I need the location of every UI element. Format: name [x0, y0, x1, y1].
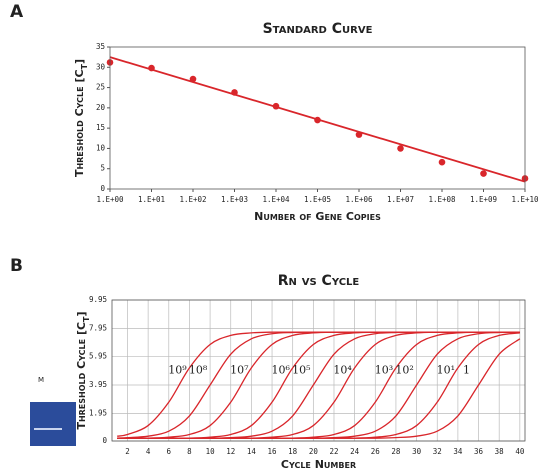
x-axis-label: Number of Gene Copies — [254, 210, 381, 223]
x-tick-label: 1.E+05 — [304, 195, 331, 204]
curve-label: 10⁸ — [189, 364, 208, 377]
x-tick-label: 34 — [453, 447, 463, 456]
x-axis-label: Cycle Number — [281, 458, 356, 471]
data-point — [148, 65, 155, 72]
data-point — [273, 103, 280, 110]
curve-label: 10¹ — [437, 364, 455, 377]
x-tick-label: 12 — [226, 447, 235, 456]
y-axis-label: Threshold Cycle [CT] — [73, 59, 89, 177]
x-tick-label: 22 — [329, 447, 338, 456]
chart-title: Standard Curve — [263, 21, 373, 37]
y-tick-label: 20 — [96, 103, 106, 112]
figure: A B M Standard Curve Number of Gene Copie… — [0, 0, 544, 472]
corner-text: M — [38, 376, 44, 384]
x-tick-label: 1.E+03 — [221, 195, 248, 204]
y-tick-label: 0 — [102, 436, 107, 445]
y-tick-label: 30 — [96, 62, 106, 71]
data-point — [190, 76, 197, 83]
panel-letter: A — [10, 2, 24, 22]
x-tick-label: 1.E+02 — [179, 195, 206, 204]
y-tick-label: 5.95 — [89, 352, 107, 361]
x-tick-label: 1.E+10 — [511, 195, 539, 204]
x-tick-label: 30 — [412, 447, 422, 456]
y-tick-label: 1.95 — [89, 408, 107, 417]
data-point — [314, 117, 321, 124]
curve-label: 10⁴ — [333, 364, 352, 377]
panel-letter: B — [10, 256, 23, 276]
x-tick-label: 8 — [187, 447, 192, 456]
data-point — [439, 159, 446, 166]
data-point — [397, 145, 404, 152]
x-tick-label: 1.E+00 — [96, 195, 124, 204]
y-axis-label-part: Threshold Cycle [C — [73, 69, 86, 177]
x-tick-label: 1.E+08 — [428, 195, 456, 204]
x-tick-label: 1.E+04 — [262, 195, 290, 204]
curve-label: 10³ — [375, 364, 393, 377]
chart-title: Rn vs Cycle — [278, 273, 360, 289]
curve-label: 10² — [395, 364, 413, 377]
x-tick-label: 40 — [515, 447, 525, 456]
y-tick-label: 15 — [96, 123, 105, 132]
x-tick-label: 6 — [167, 447, 172, 456]
x-tick-label: 36 — [474, 447, 484, 456]
curve-label: 10⁶ — [271, 364, 290, 377]
y-tick-label: 0 — [100, 184, 105, 193]
x-tick-label: 2 — [125, 447, 130, 456]
x-tick-label: 26 — [371, 447, 381, 456]
x-tick-label: 20 — [309, 447, 319, 456]
x-tick-label: 1.E+07 — [387, 195, 414, 204]
x-tick-label: 10 — [206, 447, 216, 456]
x-tick-label: 1.E+09 — [470, 195, 497, 204]
x-tick-label: 14 — [247, 447, 257, 456]
y-tick-label: 35 — [96, 42, 105, 51]
data-point — [231, 89, 238, 96]
x-tick-label: 1.E+06 — [345, 195, 373, 204]
curve-label: 10⁵ — [292, 364, 310, 377]
x-tick-label: 16 — [268, 447, 278, 456]
y-tick-label: 3.95 — [89, 380, 107, 389]
x-tick-label: 1.E+01 — [138, 195, 165, 204]
data-point — [356, 131, 363, 138]
data-point — [480, 170, 487, 177]
y-tick-label: 10 — [96, 143, 106, 152]
corner-image-line — [34, 428, 62, 430]
corner-image — [30, 402, 76, 446]
x-tick-label: 28 — [391, 447, 401, 456]
y-tick-label: 5 — [100, 164, 105, 173]
y-axis-label-part: ] — [75, 311, 88, 316]
curve-label: 10⁷ — [230, 364, 249, 377]
y-axis-label-part: Threshold Cycle [C — [75, 322, 88, 430]
y-tick-label: 7.95 — [89, 323, 107, 332]
x-tick-label: 32 — [433, 447, 442, 456]
x-tick-label: 4 — [146, 447, 151, 456]
x-tick-label: 38 — [495, 447, 505, 456]
x-tick-label: 18 — [288, 447, 298, 456]
curve-label: 10⁹ — [168, 364, 187, 377]
y-tick-label: 25 — [96, 83, 105, 92]
x-tick-label: 24 — [350, 447, 360, 456]
y-tick-label: 9.95 — [89, 295, 107, 304]
y-axis-label-part: ] — [73, 59, 86, 64]
curve-label: 1 — [463, 364, 470, 377]
